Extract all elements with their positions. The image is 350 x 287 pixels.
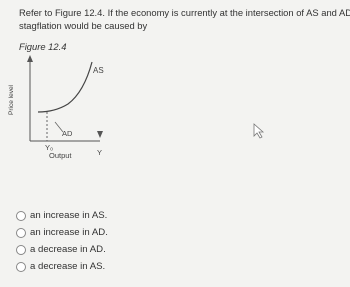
option-text: a decrease in AS. [30, 261, 106, 272]
option[interactable]: a decrease in AD. [16, 244, 106, 255]
y-axis-label: Price level [8, 84, 15, 115]
y0-label: Y₀ [45, 143, 53, 152]
cursor [253, 123, 265, 139]
as-label: AS [93, 66, 104, 75]
x-axis-label: Output [49, 151, 72, 160]
option-text: an increase in AD. [30, 227, 108, 238]
radio[interactable] [16, 261, 26, 272]
figure-label: Figure 12.4 [19, 41, 67, 52]
as-curve [37, 61, 93, 113]
radio[interactable] [16, 227, 26, 238]
radio[interactable] [16, 244, 26, 255]
ad-label: AD [62, 129, 73, 138]
option[interactable]: a decrease in AS. [16, 261, 105, 272]
option-text: a decrease in AD. [30, 244, 106, 255]
option-text: an increase in AS. [30, 210, 108, 221]
option[interactable]: an increase in AS. [16, 210, 107, 221]
y-arrow [27, 55, 33, 62]
ad-line [54, 121, 64, 133]
option[interactable]: an increase in AD. [16, 227, 108, 238]
y-label: Y [97, 148, 102, 157]
radio[interactable] [16, 210, 26, 221]
question-line: Refer to Figure 12.4. If the economy is … [19, 7, 350, 18]
x-arrow [97, 131, 103, 138]
question-line: stagflation would be caused by [19, 20, 148, 31]
